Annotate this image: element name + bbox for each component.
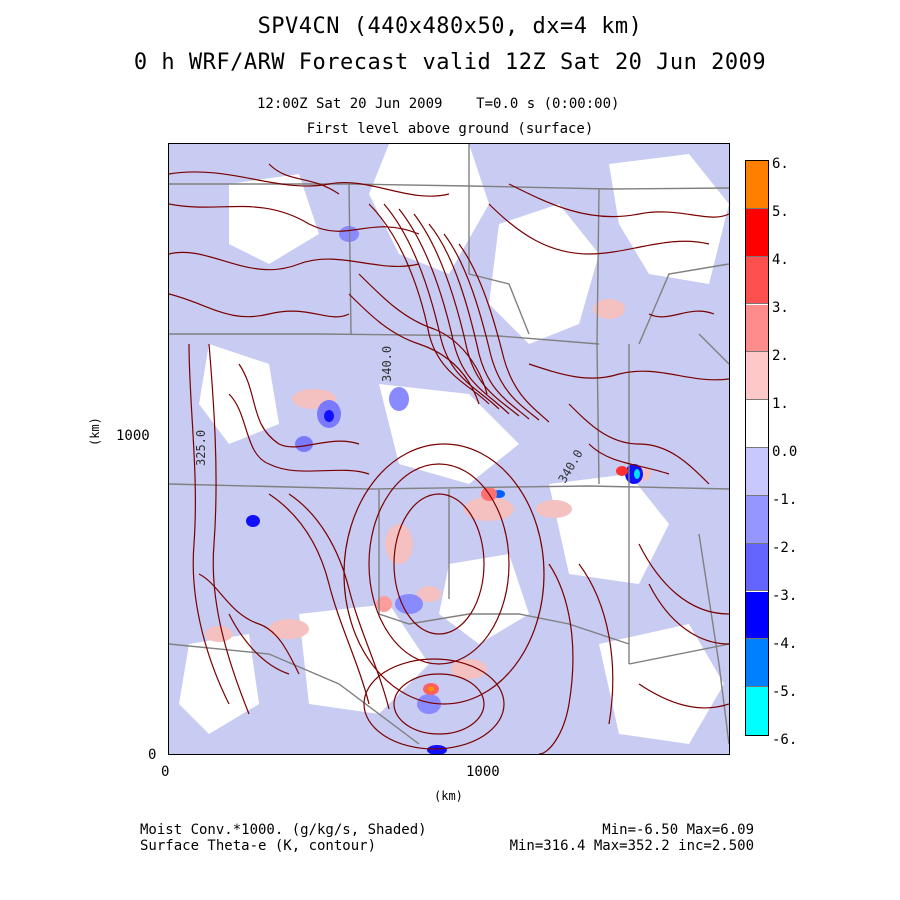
colorbar-tick-label: 2. <box>772 348 789 364</box>
colorbar-tick-label: -4. <box>772 636 798 652</box>
map-svg: 325.0 340.0 340.0 <box>169 144 729 754</box>
colorbar-tick-label: 4. <box>772 252 789 268</box>
colorbar-tick-label: -1. <box>772 492 798 508</box>
title-line-1: SPV4CN (440x480x50, dx=4 km) <box>257 14 643 39</box>
footer-stats: Min=-6.50 Max=6.09 Min=316.4 Max=352.2 in… <box>0 822 754 854</box>
x-axis-unit: (km) <box>434 789 463 803</box>
state-borders <box>169 144 729 745</box>
colorbar-tick-label: 1. <box>772 396 789 412</box>
elapsed-time: T=0.0 s (0:00:00) <box>476 96 620 112</box>
footer-fields: Moist Conv.*1000. (g/kg/s, Shaded) Surfac… <box>140 822 427 854</box>
map-plot-area[interactable]: 325.0 340.0 340.0 <box>168 143 730 755</box>
level-label: First level above ground (surface) <box>306 121 594 137</box>
stats-shaded: Min=-6.50 Max=6.09 <box>602 822 754 838</box>
colorbar-segment <box>746 639 768 688</box>
valid-time: 12:00Z Sat 20 Jun 2009 <box>257 96 443 112</box>
colorbar-tick-label: 5. <box>772 204 789 220</box>
colorbar-segment <box>746 495 768 544</box>
shade-blue-cells <box>246 226 643 754</box>
colorbar-segment <box>746 161 768 209</box>
contour-label: 340.0 <box>380 346 394 382</box>
colorbar-tick-label: -6. <box>772 732 798 748</box>
shade-pink-patches <box>205 299 651 679</box>
colorbar <box>745 160 769 736</box>
colorbar-tick-label: -5. <box>772 684 798 700</box>
x-tick-0: 0 <box>161 764 170 780</box>
contour-label: 325.0 <box>194 430 208 466</box>
title-line-2: 0 h WRF/ARW Forecast valid 12Z Sat 20 Ju… <box>133 50 767 75</box>
colorbar-tick-label: -3. <box>772 588 798 604</box>
field-contour: Surface Theta-e (K, contour) <box>140 838 377 854</box>
y-tick-1000: 1000 <box>116 428 150 444</box>
colorbar-tick-label: 3. <box>772 300 789 316</box>
shade-white-patches <box>179 144 729 744</box>
y-axis-unit: (km) <box>88 417 102 446</box>
field-shaded: Moist Conv.*1000. (g/kg/s, Shaded) <box>140 822 427 838</box>
x-tick-1000: 1000 <box>466 764 500 780</box>
colorbar-segment <box>746 543 768 592</box>
colorbar-segment <box>746 448 768 496</box>
stats-contour: Min=316.4 Max=352.2 inc=2.500 <box>509 838 754 854</box>
valid-time-line: 12:00Z Sat 20 Jun 2009 T=0.0 s (0:00:00) <box>257 96 619 112</box>
colorbar-segment <box>746 208 768 257</box>
colorbar-segment <box>746 400 768 448</box>
colorbar-segment <box>746 591 768 640</box>
theta-e-contours <box>169 163 729 754</box>
contour-label: 340.0 <box>555 447 585 485</box>
colorbar-segment <box>746 256 768 305</box>
colorbar-segment <box>746 304 768 353</box>
y-tick-0: 0 <box>148 747 157 763</box>
colorbar-segment <box>746 352 768 401</box>
colorbar-segment <box>746 687 768 735</box>
colorbar-tick-label: -2. <box>772 540 798 556</box>
colorbar-tick-label: 6. <box>772 156 789 172</box>
colorbar-tick-label: 0.0 <box>772 444 798 460</box>
